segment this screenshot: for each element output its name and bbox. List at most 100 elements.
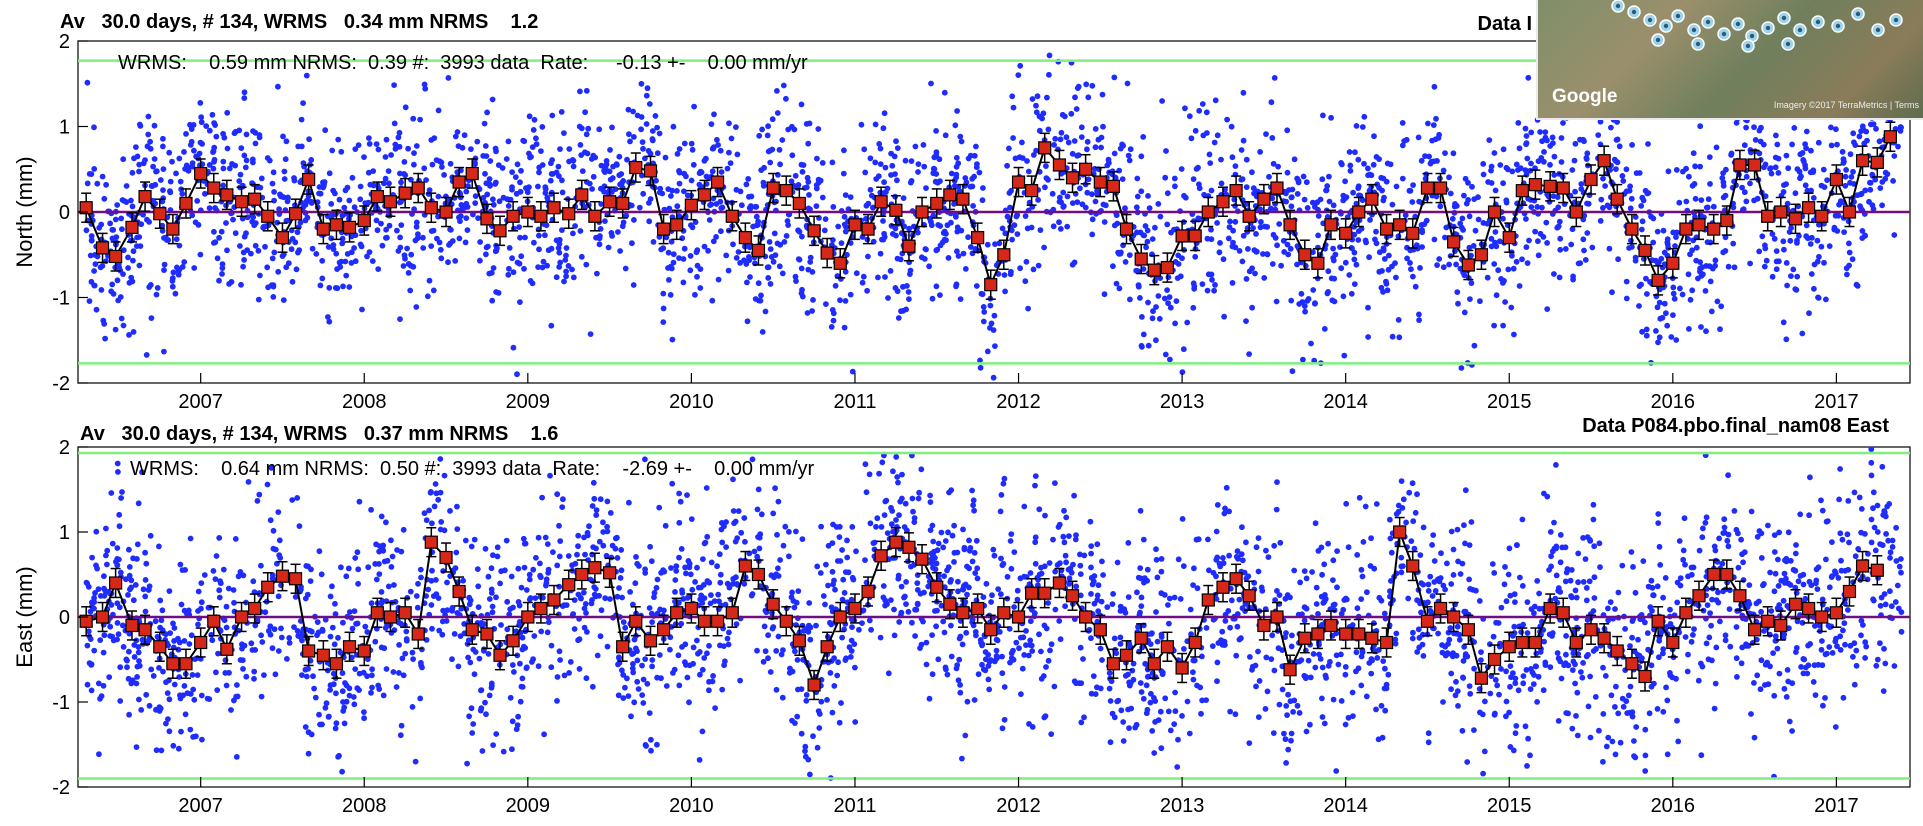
east-raw-point bbox=[1019, 665, 1026, 672]
north-raw-point bbox=[475, 215, 481, 222]
east-raw-point bbox=[1840, 627, 1846, 634]
north-raw-point bbox=[1069, 150, 1076, 157]
north-raw-point bbox=[1127, 146, 1134, 153]
north-raw-point bbox=[338, 148, 345, 155]
north-raw-point bbox=[134, 153, 141, 160]
north-raw-point bbox=[1623, 188, 1630, 195]
north-raw-point bbox=[1415, 134, 1422, 141]
north-raw-point bbox=[1425, 120, 1431, 127]
north-raw-point bbox=[1702, 288, 1709, 294]
north-raw-point bbox=[1288, 203, 1295, 210]
east-raw-point bbox=[1596, 540, 1603, 547]
north-raw-point bbox=[202, 190, 208, 197]
north-average-point bbox=[1242, 209, 1256, 223]
north-raw-point bbox=[1166, 294, 1173, 300]
north-raw-point bbox=[493, 289, 499, 295]
north-raw-point bbox=[1343, 194, 1350, 201]
north-raw-point bbox=[1184, 319, 1191, 326]
north-raw-point bbox=[468, 146, 474, 153]
north-raw-point bbox=[1288, 194, 1295, 201]
north-raw-point bbox=[1105, 156, 1112, 163]
north-raw-point bbox=[1695, 275, 1701, 282]
north-raw-point bbox=[881, 230, 887, 237]
north-raw-point bbox=[858, 121, 865, 128]
east-raw-point bbox=[945, 529, 951, 536]
north-raw-point bbox=[841, 213, 848, 220]
north-raw-point bbox=[602, 218, 608, 225]
north-raw-point bbox=[902, 157, 909, 164]
east-raw-point bbox=[647, 543, 653, 550]
east-raw-point bbox=[1709, 596, 1715, 603]
north-raw-point bbox=[276, 206, 282, 213]
east-raw-point bbox=[1468, 519, 1475, 525]
north-raw-point bbox=[463, 188, 470, 195]
north-raw-point bbox=[1707, 181, 1713, 187]
east-raw-point bbox=[1063, 559, 1069, 566]
east-raw-point bbox=[1880, 688, 1887, 694]
north-raw-point bbox=[1743, 198, 1750, 205]
north-average-point bbox=[1720, 213, 1734, 228]
north-raw-point bbox=[841, 147, 847, 154]
north-raw-point bbox=[772, 252, 779, 258]
north-raw-point bbox=[163, 234, 169, 241]
north-raw-point bbox=[1774, 141, 1781, 148]
north-raw-point bbox=[1623, 166, 1630, 173]
north-raw-point bbox=[1351, 249, 1358, 256]
east-raw-point bbox=[925, 583, 932, 590]
north-raw-point bbox=[1201, 191, 1207, 198]
east-raw-point bbox=[277, 555, 284, 561]
east-raw-point bbox=[368, 689, 374, 696]
north-raw-point bbox=[1582, 257, 1589, 263]
north-raw-point bbox=[942, 132, 949, 139]
north-raw-point bbox=[1140, 331, 1147, 338]
north-raw-point bbox=[725, 267, 732, 274]
north-raw-point bbox=[382, 175, 389, 182]
north-raw-point bbox=[1238, 147, 1245, 153]
north-raw-point bbox=[411, 206, 417, 213]
north-raw-point bbox=[1815, 139, 1822, 146]
north-raw-point bbox=[1163, 148, 1169, 154]
north-raw-point bbox=[1867, 186, 1874, 193]
north-raw-point bbox=[1269, 135, 1276, 141]
north-raw-point bbox=[512, 174, 519, 181]
north-raw-point bbox=[1614, 159, 1621, 166]
north-raw-point bbox=[745, 176, 752, 182]
north-raw-point bbox=[136, 161, 143, 168]
east-raw-point bbox=[465, 637, 472, 644]
north-raw-point bbox=[1045, 126, 1052, 133]
north-raw-point bbox=[1578, 186, 1585, 192]
north-raw-point bbox=[951, 183, 958, 189]
north-raw-point bbox=[1007, 271, 1014, 278]
north-raw-point bbox=[1250, 185, 1257, 192]
north-raw-point bbox=[1772, 164, 1779, 171]
east-raw-point bbox=[1158, 745, 1165, 752]
north-average-point bbox=[1692, 218, 1706, 232]
north-x-tick-label: 2008 bbox=[342, 391, 387, 413]
north-y-tick-label: 2 bbox=[59, 31, 70, 53]
east-raw-point bbox=[1305, 657, 1312, 664]
north-raw-point bbox=[1560, 120, 1566, 126]
east-raw-point bbox=[1835, 575, 1842, 581]
north-raw-point bbox=[859, 279, 866, 286]
east-raw-point bbox=[927, 492, 933, 499]
north-raw-point bbox=[177, 178, 184, 185]
north-raw-point bbox=[1480, 161, 1487, 167]
east-raw-point bbox=[1088, 543, 1095, 549]
north-average-point bbox=[751, 243, 766, 258]
north-raw-point bbox=[1856, 133, 1863, 140]
north-raw-point bbox=[1877, 185, 1884, 192]
east-raw-point bbox=[1781, 570, 1788, 577]
north-raw-point bbox=[1159, 98, 1165, 104]
east-raw-point bbox=[1060, 533, 1067, 540]
east-raw-point bbox=[1569, 667, 1576, 673]
north-raw-point bbox=[1790, 266, 1797, 273]
north-raw-point bbox=[542, 184, 549, 191]
north-raw-point bbox=[463, 200, 470, 207]
north-raw-point bbox=[196, 150, 203, 157]
north-raw-point bbox=[120, 156, 127, 163]
east-raw-point bbox=[396, 670, 402, 676]
north-raw-point bbox=[1720, 249, 1727, 256]
north-raw-point bbox=[832, 282, 839, 289]
east-raw-point bbox=[956, 656, 963, 663]
north-raw-point bbox=[1551, 153, 1558, 160]
